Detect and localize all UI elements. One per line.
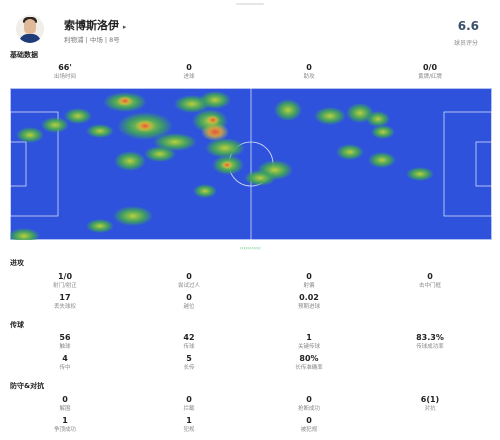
stat-value: 0 [186,293,192,302]
drag-handle[interactable] [236,3,264,5]
stat-value: 17 [59,293,71,302]
section-title-passing: 传球 [10,321,24,329]
player-header: 索博斯洛伊 ▸ 利物浦 | 中场 | 8号 6.6 球员评分 [0,13,500,47]
stat-value: 0 [186,272,192,281]
stat-value: 56 [59,333,71,342]
stat-goals: 0 进球 [144,63,234,81]
stat-label: 拦截 [183,406,195,412]
stat-label: 尝试过人 [177,283,200,289]
stat-value: 1/0 [57,272,73,281]
stat-long-ball-accuracy: 80% 长传准确率 [264,354,354,372]
stat-xg: 0.02 预期进球 [264,293,354,311]
stat-value: 0 [186,395,192,404]
stat-label: 出场时间 [53,74,76,80]
stat-cards: 0/0 黄牌/红牌 [385,63,475,81]
stat-aerials-won: 1 争顶成功 [20,416,110,434]
stat-interceptions: 0 拦截 [144,395,234,413]
stat-label: 长传 [183,365,195,371]
stat-long-balls: 5 长传 [144,354,234,372]
stat-key-passes: 1 关键传球 [264,333,354,351]
stat-label: 争顶成功 [53,427,76,433]
stat-label: 进球 [183,74,195,80]
stat-assists: 0 助攻 [264,63,354,81]
stat-label: 对抗 [424,406,436,412]
stat-dribbles: 0 尝试过人 [144,272,234,290]
stat-value: 5 [186,354,192,363]
player-rating: 6.6 [457,19,479,33]
stat-value: 0 [306,395,312,404]
stat-minutes: 66' 出场时间 [20,63,110,81]
stat-shots-off: 0 射偏 [264,272,354,290]
stat-value: 0 [427,272,433,281]
stat-value: 4 [62,354,68,363]
stat-label: 击中门框 [418,283,441,289]
stat-crosses: 4 传中 [20,354,110,372]
stat-offsides: 0 越位 [144,293,234,311]
stat-shots: 1/0 射门/射正 [20,272,110,290]
heat-blobs [10,91,434,240]
section-title-attack: 进攻 [10,259,24,267]
stat-label: 越位 [183,304,195,310]
stat-possession-lost: 17 丢失球权 [20,293,110,311]
stat-label: 关键传球 [297,344,320,350]
stat-passes: 42 传球 [144,333,234,351]
player-name[interactable]: 索博斯洛伊 ▸ [64,17,126,33]
stat-value: 0 [306,272,312,281]
player-avatar [16,15,44,43]
stat-fouled: 0 被犯规 [264,416,354,434]
stat-label: 长传准确率 [295,365,323,371]
stat-label: 传球成功率 [416,344,444,350]
stat-label: 传中 [59,365,71,371]
stat-label: 触球 [59,344,71,350]
heatmap-pitch [10,88,492,240]
stat-label: 传球 [183,344,195,350]
stat-value: 1 [306,333,312,342]
stat-pass-accuracy: 83.3% 传球成功率 [385,333,475,351]
stat-value: 80% [299,354,319,363]
section-title-defense: 防守&对抗 [10,382,45,390]
stat-clearances: 0 解围 [20,395,110,413]
stat-value: 42 [183,333,195,342]
stat-fouls: 1 犯规 [144,416,234,434]
player-meta: 利物浦 | 中场 | 8号 [64,36,120,44]
stat-label: 解围 [59,406,71,412]
stat-label: 被犯规 [300,427,318,433]
stat-value: 0.02 [299,293,319,302]
stat-value: 0 [306,63,312,72]
section-title-basic: 基础数据 [10,51,38,59]
stat-duels: 6(1) 对抗 [385,395,475,413]
stat-value: 83.3% [416,333,444,342]
stat-label: 助攻 [303,74,315,80]
player-name-text: 索博斯洛伊 [64,19,119,32]
stat-touches: 56 触球 [20,333,110,351]
player-rating-label: 球员评分 [453,40,478,47]
stat-value: 1 [186,416,192,425]
stat-tackles: 0 抢断成功 [264,395,354,413]
stat-label: 抢断成功 [297,406,320,412]
stat-value: 0 [306,416,312,425]
stat-value: 66' [58,63,72,72]
stat-woodwork: 0 击中门框 [385,272,475,290]
stat-label: 黄牌/红牌 [418,74,442,80]
stat-value: 0 [62,395,68,404]
stat-value: 0/0 [422,63,438,72]
chevron-right-icon: ▸ [122,23,127,31]
stat-label: 犯规 [183,427,195,433]
stat-label: 射偏 [303,283,315,289]
stat-value: 0 [186,63,192,72]
stat-label: 射门/射正 [53,283,77,289]
pager-dots[interactable]: ‹‹‹‹‹‹‹‹‹‹‹ [239,245,261,252]
heatmap-svg [10,88,492,240]
stat-value: 1 [62,416,68,425]
stat-label: 丢失球权 [53,304,76,310]
stat-label: 预期进球 [297,304,320,310]
stat-value: 6(1) [420,395,440,404]
